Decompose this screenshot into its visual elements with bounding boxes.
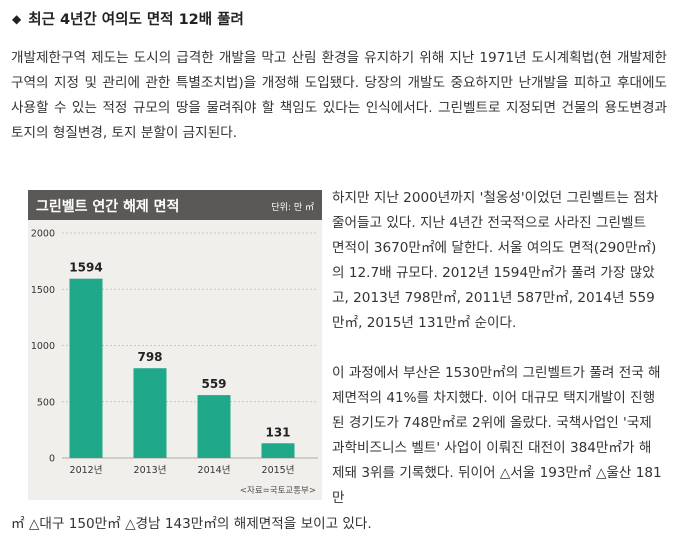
x-tick-label: 2015년 (262, 465, 295, 476)
chart-plot: 0 500 1000 1500 2000 1594 2012년 798 2013년 559 2014… (31, 229, 318, 476)
y-tick-label: 1500 (31, 285, 55, 296)
x-tick-label: 2012년 (70, 465, 103, 476)
bar (69, 278, 103, 458)
bar-value-label: 559 (201, 377, 226, 391)
chart-source: <자료=국토교통부> (239, 486, 316, 496)
chart-header: 그린벨트 연간 해제 면적 단위: 만 ㎡ (28, 190, 322, 220)
intro-paragraph: 개발제한구역 제도는 도시의 급격한 개발을 막고 산림 환경을 유지하기 위해… (11, 50, 667, 141)
x-tick-label: 2014년 (198, 465, 231, 476)
bar-value-label: 131 (265, 425, 290, 439)
tail-paragraph: ㎡ △대구 150만㎡ △경남 143만㎡의 해제면적을 보이고 있다. (11, 516, 372, 532)
bar-value-label: 1594 (69, 261, 102, 275)
heading-text: 최근 4년간 여의도 면적 12배 풀려 (28, 12, 244, 28)
chart-unit: 단위: 만 ㎡ (271, 203, 314, 213)
paragraph-3: 이 과정에서 부산은 1530만㎡의 그린벨트가 풀려 전국 해제면적의 41%… (332, 365, 662, 506)
y-tick-label: 1000 (31, 341, 55, 352)
y-tick-label: 2000 (31, 229, 55, 240)
x-tick-label: 2013년 (134, 465, 167, 476)
article-heading: ◆ 최근 4년간 여의도 면적 12배 풀려 (12, 8, 244, 29)
paragraph-2: 하지만 지난 2000년까지 '철옹성'이었던 그린벨트는 점차 줄어들고 있다… (332, 190, 659, 331)
side-column: 하지만 지난 2000년까지 '철옹성'이었던 그린벨트는 점차 줄어들고 있다… (332, 186, 662, 511)
diamond-bullet-icon: ◆ (12, 11, 22, 26)
bar (197, 395, 231, 458)
bar (133, 368, 167, 458)
release-area-chart: 0 500 1000 1500 2000 1594 2012년 798 2013년 559 2014… (28, 190, 322, 500)
y-tick-label: 0 (49, 454, 55, 465)
bar (261, 443, 295, 458)
y-tick-label: 500 (37, 397, 55, 408)
chart-title: 그린벨트 연간 해제 면적 (36, 199, 180, 215)
bar-value-label: 798 (137, 350, 162, 364)
